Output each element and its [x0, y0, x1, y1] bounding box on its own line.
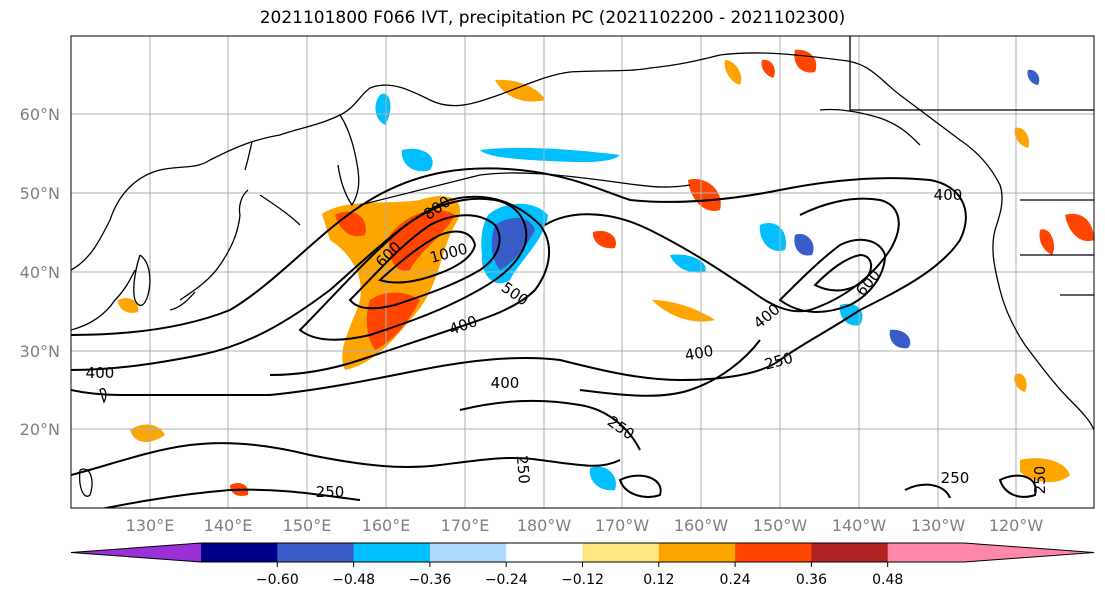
colorbar-segment — [887, 543, 965, 562]
contour-label: 250 — [513, 455, 533, 485]
colorbar: −0.60 −0.48 −0.36 −0.24 −0.12 0.12 0.24 0.36 0.4… — [70, 542, 1095, 588]
precip-negative-region — [375, 93, 391, 125]
colorbar-segment — [277, 543, 355, 562]
map-border — [70, 35, 1095, 509]
colorbar-tick-label: −0.12 — [561, 572, 604, 588]
colorbar-tick-label: 0.24 — [720, 572, 751, 588]
colorbar-segment — [735, 543, 812, 562]
lat-label: 50°N — [20, 184, 60, 203]
colorbar-extend-high — [964, 543, 1094, 562]
precip-negative-region-strong — [1027, 69, 1040, 85]
precip-positive-region — [1020, 458, 1070, 483]
precip-high-region — [761, 59, 775, 78]
colorbar-tick-label: 0.12 — [643, 572, 674, 588]
lat-label: 40°N — [20, 263, 60, 282]
precip-positive-region — [118, 298, 139, 313]
precip-high-region — [592, 230, 616, 249]
colorbar-segment — [582, 543, 660, 562]
precip-positive-region — [495, 79, 545, 102]
colorbar-segment — [429, 543, 507, 562]
precip-high-region — [688, 179, 721, 211]
precip-high-region — [1039, 229, 1055, 255]
precip-negative-region — [670, 254, 706, 273]
precip-high-region — [1065, 213, 1094, 242]
colorbar-tick-label: −0.24 — [485, 572, 528, 588]
precip-negative-region — [401, 148, 433, 172]
lat-label: 60°N — [20, 105, 60, 124]
lon-label: 170°E — [441, 516, 490, 535]
lon-label: 120°W — [989, 516, 1044, 535]
precip-shading — [118, 49, 1094, 496]
contour-label: 250 — [941, 469, 970, 487]
colorbar-segment — [658, 543, 736, 562]
contour-label: 400 — [86, 364, 115, 382]
lon-label: 180°W — [517, 516, 572, 535]
colorbar-extend-low — [71, 543, 201, 562]
colorbar-outline — [70, 542, 1095, 563]
precip-negative-region-strong — [491, 218, 535, 270]
lat-label: 30°N — [20, 342, 60, 361]
lat-label: 20°N — [20, 420, 60, 439]
contour-label: 250 — [316, 483, 345, 501]
graticule — [71, 36, 1094, 508]
contour-label: 400 — [491, 374, 520, 392]
colorbar-tick-label: 0.48 — [872, 572, 903, 588]
lon-label: 130°E — [126, 516, 175, 535]
lon-label: 140°W — [832, 516, 887, 535]
colorbar-tick-label: 0.36 — [796, 572, 827, 588]
lon-label: 130°W — [911, 516, 966, 535]
map-title: 2021101800 F066 IVT, precipitation PC (2… — [259, 8, 846, 28]
ivt-contours — [71, 167, 1037, 508]
colorbar-segment — [506, 543, 583, 562]
precip-negative-region — [759, 222, 786, 251]
contour-label: 400 — [683, 342, 714, 365]
longitude-labels: 130°E 140°E 150°E 160°E 170°E 180°W 170°… — [126, 516, 1044, 535]
contour-label: 400 — [934, 186, 963, 204]
coastlines — [71, 36, 1094, 497]
colorbar-tick-label: −0.48 — [332, 572, 375, 588]
lon-label: 140°E — [204, 516, 253, 535]
precip-negative-region-strong — [889, 329, 911, 349]
contour-label: 250 — [1031, 466, 1049, 495]
precip-negative-region — [589, 466, 616, 491]
colorbar-segment — [353, 543, 431, 562]
colorbar-tick-label: −0.36 — [408, 572, 451, 588]
colorbar-tick-label: −0.60 — [256, 572, 299, 588]
colorbar-segment — [201, 543, 278, 562]
lon-label: 150°W — [753, 516, 808, 535]
precip-positive-region — [724, 60, 742, 85]
precip-negative-region — [480, 147, 620, 163]
latitude-labels: 60°N 50°N 40°N 30°N 20°N — [20, 105, 60, 439]
colorbar-segment — [811, 543, 889, 562]
precip-positive-region — [1014, 373, 1027, 392]
lon-label: 160°W — [674, 516, 729, 535]
precip-negative-region-strong — [794, 233, 814, 256]
lon-label: 150°E — [283, 516, 332, 535]
precip-positive-region — [652, 300, 715, 322]
lon-label: 160°E — [362, 516, 411, 535]
precip-positive-region — [1014, 127, 1030, 148]
lon-label: 170°W — [595, 516, 650, 535]
